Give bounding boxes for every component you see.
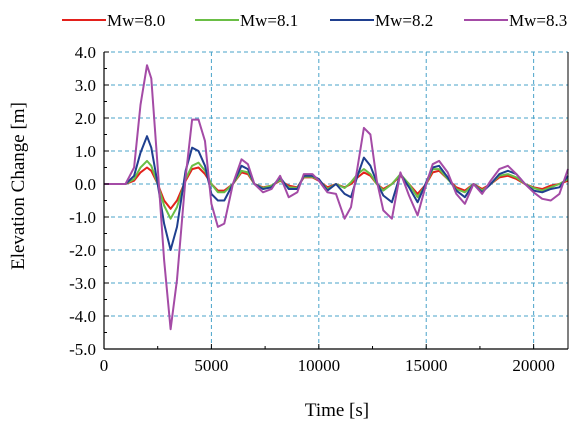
y-tick-label: -4.0 <box>69 307 96 326</box>
y-tick-labels: -5.0 -4.0 -3.0 -2.0 -1.0 0.0 1.0 2.0 3.0 4.0 <box>69 43 96 359</box>
legend-label: Mw=8.3 <box>509 11 567 30</box>
y-tick-label: 3.0 <box>75 76 96 95</box>
axes <box>103 51 569 350</box>
legend: Mw=8.0 Mw=8.1 Mw=8.2 Mw=8.3 <box>62 11 567 30</box>
x-tick-label: 5000 <box>194 356 228 375</box>
series-line-mw-8-3 <box>104 64 569 331</box>
x-tick-label: 10000 <box>298 356 341 375</box>
y-tick-label: 4.0 <box>75 43 96 62</box>
y-tick-label: -3.0 <box>69 274 96 293</box>
legend-label: Mw=8.1 <box>240 11 298 30</box>
x-tick-label: 0 <box>100 356 109 375</box>
y-tick-label: 2.0 <box>75 109 96 128</box>
x-tick-label: 20000 <box>512 356 555 375</box>
y-tick-label: 0.0 <box>75 175 96 194</box>
legend-label: Mw=8.2 <box>375 11 433 30</box>
y-tick-label: -5.0 <box>69 340 96 359</box>
x-tick-labels: 0 5000 10000 15000 20000 <box>100 356 555 375</box>
y-tick-label: -2.0 <box>69 241 96 260</box>
legend-label: Mw=8.0 <box>107 11 165 30</box>
series-lines <box>104 64 569 331</box>
y-tick-label: -1.0 <box>69 208 96 227</box>
y-axis-label: Elevation Change [m] <box>8 102 29 270</box>
x-axis-label: Time [s] <box>305 400 369 421</box>
x-tick-label: 15000 <box>405 356 448 375</box>
y-tick-label: 1.0 <box>75 142 96 161</box>
